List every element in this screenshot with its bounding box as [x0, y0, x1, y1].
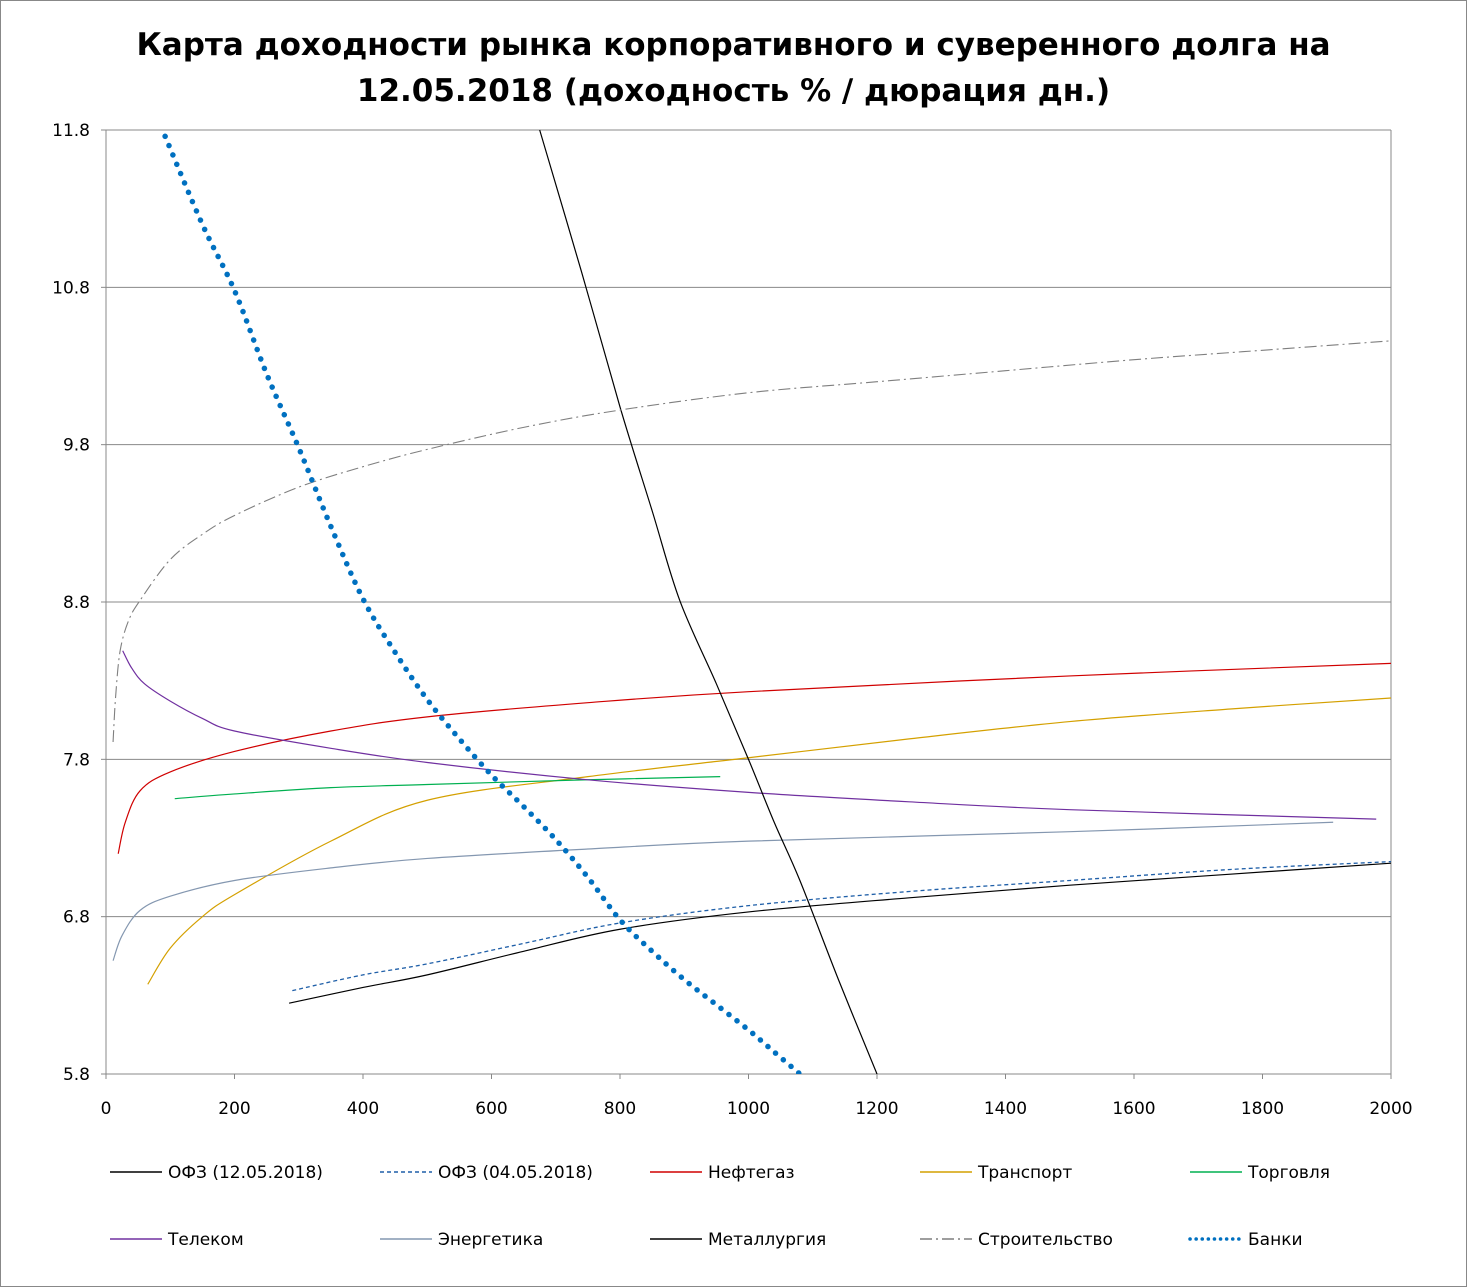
series-1-line	[292, 860, 1392, 992]
x-tick-label: 2000	[1369, 1099, 1412, 1119]
y-tick-label: 8.8	[63, 593, 90, 613]
series-4-line	[174, 776, 721, 800]
legend-label: Банки	[1248, 1230, 1303, 1250]
legend-label: Транспорт	[977, 1163, 1072, 1183]
legend-label: Металлургия	[708, 1230, 826, 1250]
legend-label: Телеком	[167, 1230, 244, 1250]
x-tick-label: 1800	[1241, 1099, 1284, 1119]
series-9-line	[162, 133, 803, 1074]
x-tick-label: 1000	[727, 1099, 770, 1119]
y-tick-label: 5.8	[63, 1065, 90, 1085]
x-tick-label: 400	[347, 1099, 379, 1119]
legend-label: Торговля	[1247, 1163, 1330, 1183]
legend-label: ОФЗ (12.05.2018)	[168, 1163, 323, 1183]
chart-title-line2: 12.05.2018 (доходность % / дюрация дн.)	[356, 73, 1111, 109]
legend-label: Нефтегаз	[708, 1163, 795, 1183]
x-tick-label: 600	[475, 1099, 507, 1119]
x-tick-label: 1600	[1112, 1099, 1155, 1119]
series-5-line	[122, 650, 1377, 820]
chart-title-line1: Карта доходности рынка корпоративного и …	[136, 27, 1331, 63]
x-tick-label: 1200	[855, 1099, 898, 1119]
x-tick-label: 200	[218, 1099, 250, 1119]
x-tick-label: 800	[604, 1099, 636, 1119]
legend-label: Энергетика	[438, 1230, 543, 1250]
series-7-line	[539, 129, 878, 1074]
y-tick-label: 7.8	[63, 750, 90, 770]
y-tick-label: 6.8	[63, 908, 90, 928]
chart-title: Карта доходности рынка корпоративного и …	[0, 22, 1467, 114]
series-3-line	[147, 697, 1392, 985]
series-0-line	[288, 862, 1392, 1004]
x-tick-label: 1400	[984, 1099, 1027, 1119]
series-6-line	[112, 821, 1334, 961]
x-tick-label: 0	[101, 1099, 112, 1119]
y-tick-label: 10.8	[52, 278, 90, 298]
series-2-line	[117, 662, 1392, 854]
y-tick-label: 11.8	[52, 121, 90, 141]
legend-label: ОФЗ (04.05.2018)	[438, 1163, 593, 1183]
series-8-line	[112, 340, 1392, 743]
y-tick-label: 9.8	[63, 436, 90, 456]
legend-label: Строительство	[978, 1230, 1113, 1250]
